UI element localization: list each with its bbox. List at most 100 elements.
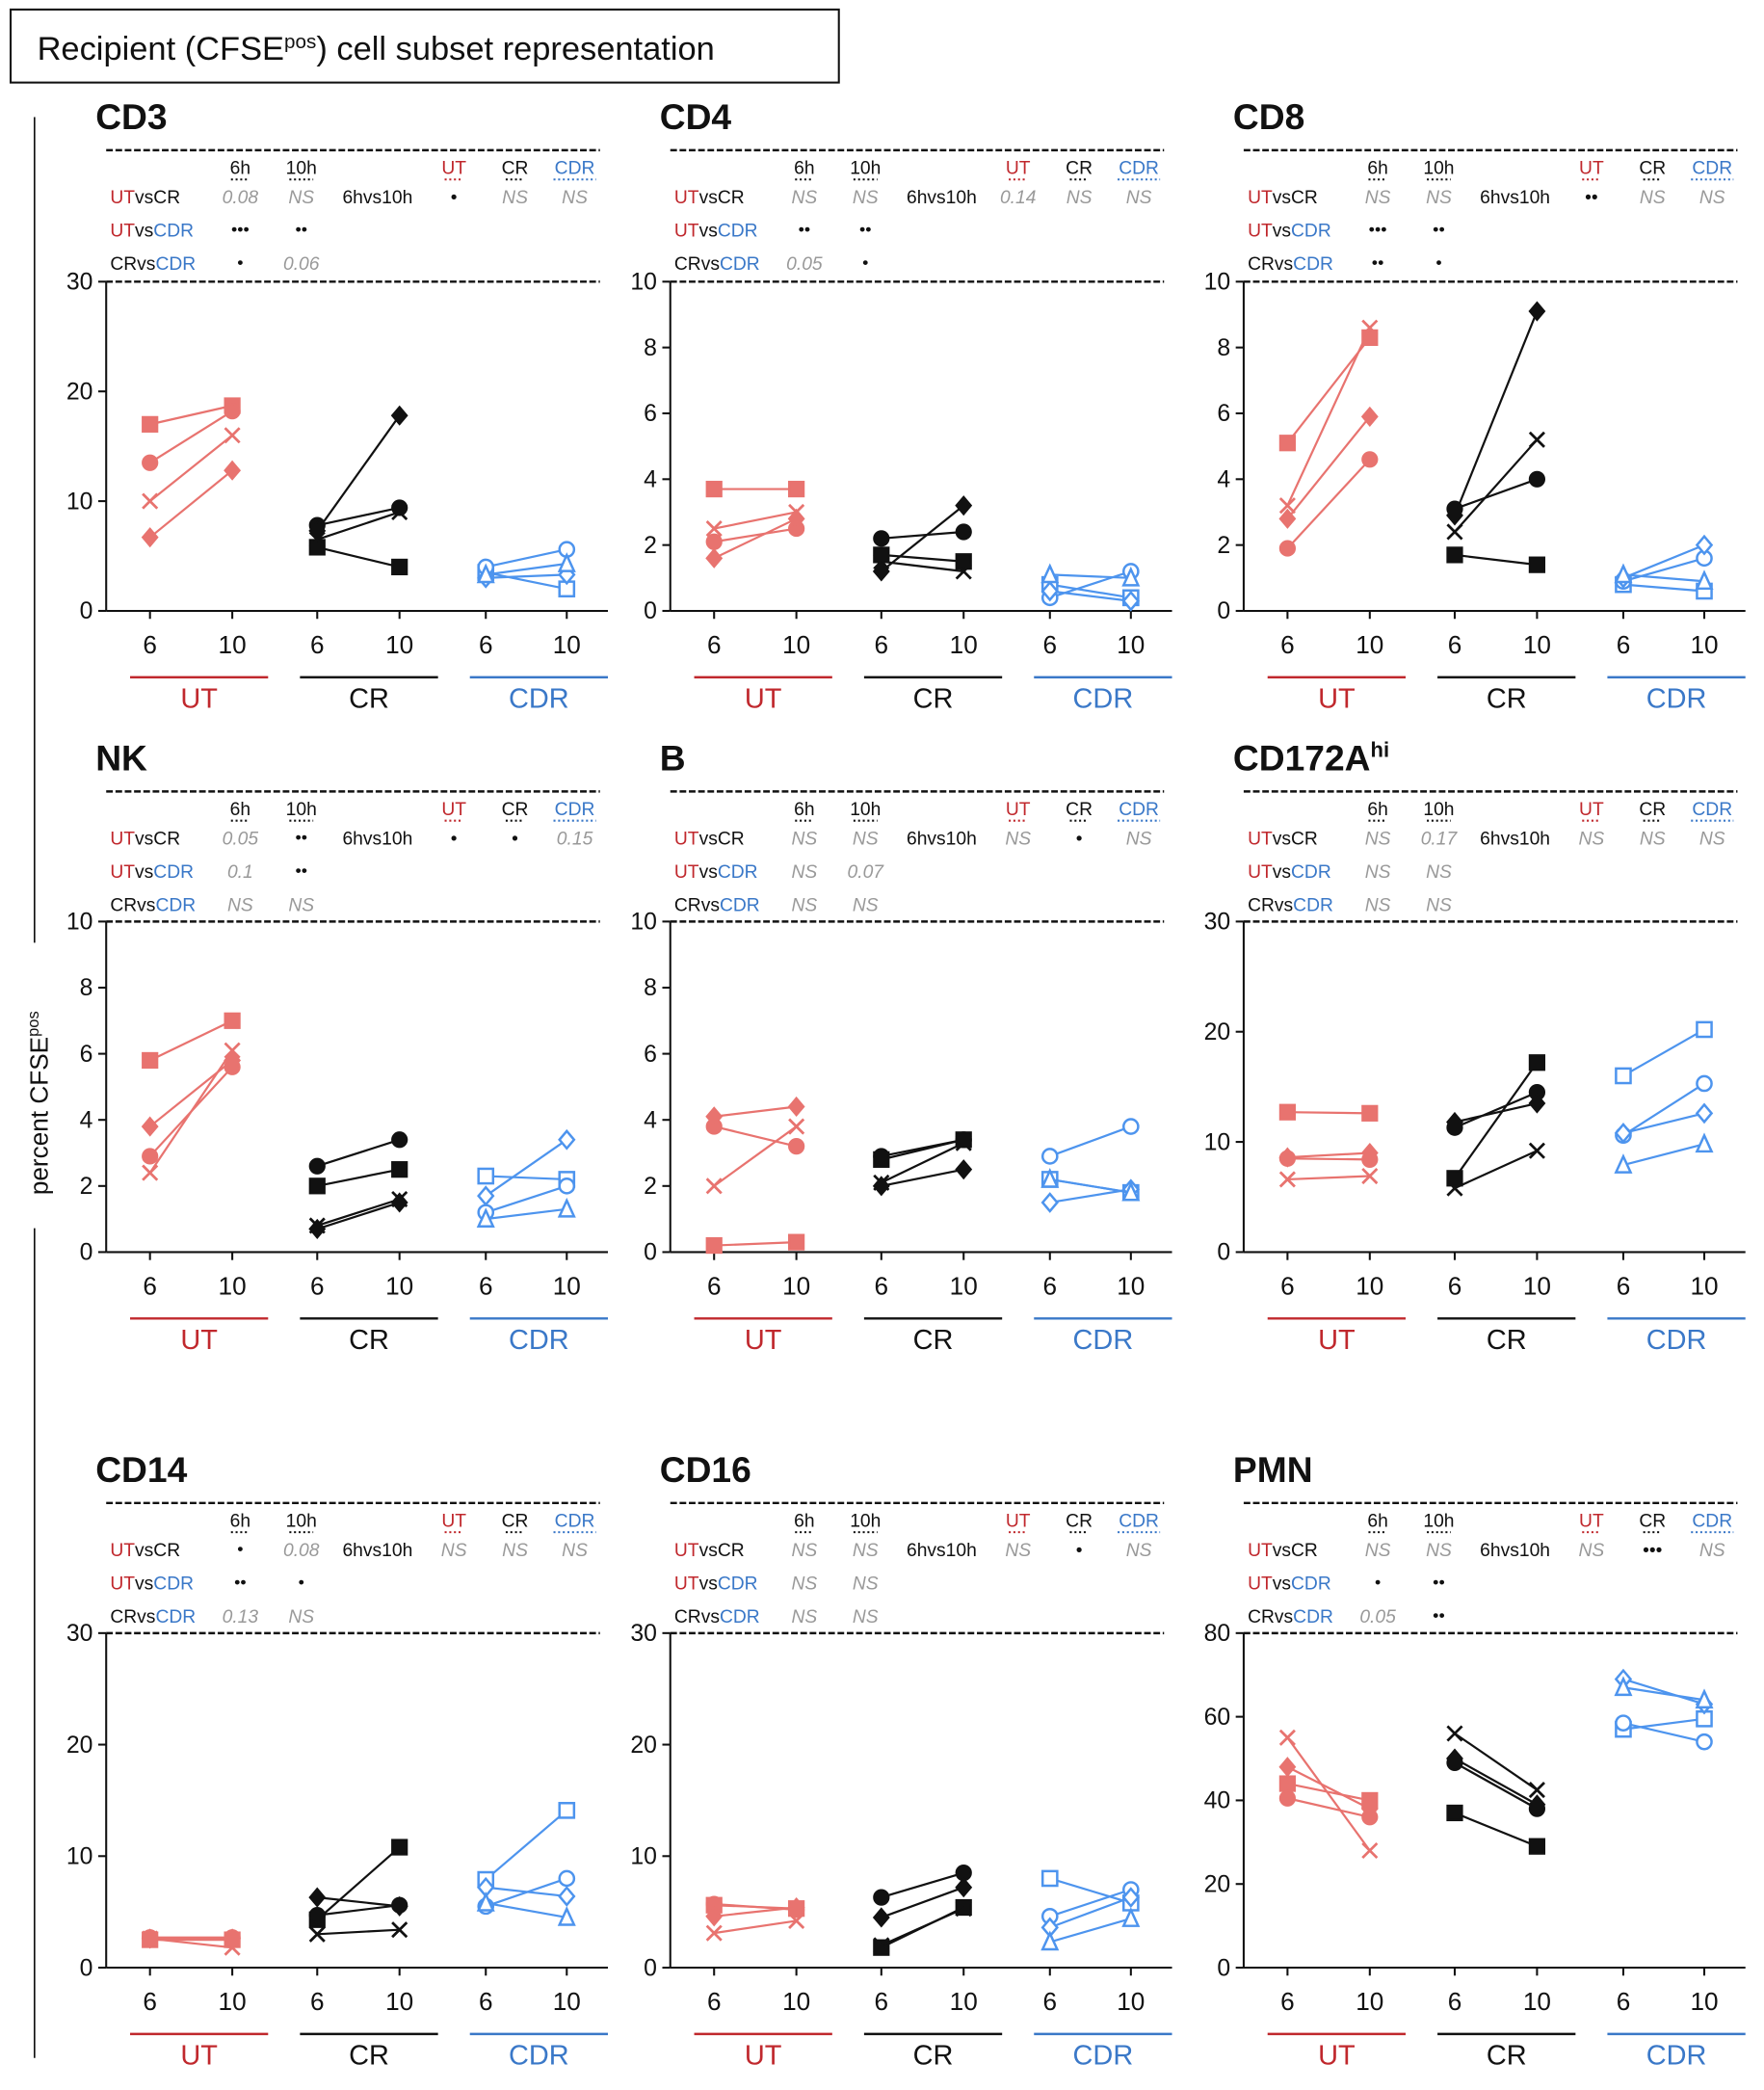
table-header-UT: UT xyxy=(1579,1512,1604,1532)
y-tick-label: 10 xyxy=(66,1844,93,1870)
x-tick-label: 6 xyxy=(310,1272,325,1301)
point-cdr-circle-6h xyxy=(1040,1148,1059,1165)
point-cr-square-6h xyxy=(308,539,326,556)
panel-title-text: CD172A xyxy=(1233,737,1371,778)
series-line-cdr-triangle xyxy=(1622,573,1705,583)
point-ut-x-10h xyxy=(1361,1841,1379,1860)
point-ut-x-10h xyxy=(224,427,241,444)
p-value-crvscdr-6h: NS xyxy=(227,895,253,915)
p-value-utvscdr-6h: •• xyxy=(234,1573,247,1592)
row-label-b: CDR xyxy=(1291,221,1331,241)
row-label-b: CDR xyxy=(153,862,194,883)
point-cdr-square-10h xyxy=(1696,1020,1713,1039)
point-cr-square-10h xyxy=(391,1839,408,1856)
series-line-cr-circle xyxy=(881,1138,964,1158)
series-line-cr-x xyxy=(1454,1733,1539,1791)
title-box xyxy=(9,8,840,84)
series-line-cr-diamond xyxy=(881,504,964,572)
point-cr-circle-6h xyxy=(873,1889,890,1906)
table-header-h10: 10h xyxy=(850,1512,881,1532)
point-cr-x-6h xyxy=(1446,1179,1463,1197)
point-ut-x-6h xyxy=(1278,1171,1296,1188)
p-value-utvscdr-10h: •• xyxy=(1433,1573,1445,1592)
point-ut-circle-6h xyxy=(1278,1789,1297,1807)
p-value-crvscdr-6h: 0.13 xyxy=(223,1607,259,1627)
point-ut-x-6h xyxy=(142,492,159,510)
point-ut-circle-6h xyxy=(142,454,159,471)
row-label-vs: vs xyxy=(1273,188,1291,208)
point-cr-x-10h xyxy=(391,1921,408,1939)
p-value-utvscdr-10h: •• xyxy=(859,220,872,239)
group-label-ut: UT xyxy=(1318,2041,1356,2072)
p-value-crvscdr-6h: 0.05 xyxy=(1359,1607,1396,1627)
x-tick-label: 6 xyxy=(1448,1987,1462,2016)
p-value-crvscdr-10h: 0.06 xyxy=(283,254,320,275)
y-tick-label: 30 xyxy=(1204,910,1231,936)
row-label-utvscr: UTvsCR xyxy=(674,829,745,849)
y-tick-label: 8 xyxy=(80,975,93,1001)
panel-title-text: CD8 xyxy=(1233,96,1304,137)
series-line-cr-x xyxy=(316,511,401,541)
series-line-cdr-circle xyxy=(1622,557,1705,583)
series-line-ut-diamond xyxy=(1286,1765,1371,1811)
table-header-CDR: CDR xyxy=(555,159,595,179)
row-label-b: CR xyxy=(153,188,180,208)
series-line-cdr-square xyxy=(486,1175,567,1181)
point-ut-diamond-10h xyxy=(224,1928,242,1949)
y-tick-label: 10 xyxy=(630,270,657,296)
row-label-a: UT xyxy=(110,1574,135,1594)
row-label-vs: vs xyxy=(1273,829,1291,849)
point-cr-circle-6h xyxy=(873,530,890,547)
group-label-cr: CR xyxy=(1487,1325,1527,1356)
row-label-b: CDR xyxy=(720,895,760,915)
x-tick-label: 6 xyxy=(1448,1272,1462,1301)
series-line-cr-diamond xyxy=(881,1886,964,1918)
point-cdr-circle-10h xyxy=(558,1869,576,1888)
series-line-cdr-diamond xyxy=(485,1138,567,1198)
group-label-cdr: CDR xyxy=(509,2041,569,2072)
p-value-6hvs10h-cdr: 0.15 xyxy=(557,829,593,849)
point-cr-x-10h xyxy=(1528,1142,1545,1159)
row-label-utvscdr: UTvsCDR xyxy=(674,862,758,883)
point-cdr-diamond-6h xyxy=(477,1185,495,1206)
table-header-CR: CR xyxy=(502,1512,529,1532)
row-label-vs: vs xyxy=(135,188,153,208)
row-label-vs: vs xyxy=(701,254,720,275)
x-tick-label: 6 xyxy=(875,1987,889,2016)
point-cr-diamond-6h xyxy=(1446,505,1463,526)
series-line-cr-x xyxy=(881,560,964,573)
point-cdr-triangle-10h xyxy=(557,1197,576,1218)
y-tick-label: 4 xyxy=(1217,467,1230,493)
y-tick-label: 10 xyxy=(1204,1129,1231,1155)
p-value-utvscr-6h: NS xyxy=(792,188,818,208)
series-line-cr-x xyxy=(317,1928,400,1936)
x-tick-label: 10 xyxy=(219,1987,247,2016)
point-cr-diamond-10h xyxy=(390,1192,408,1213)
row-label-vs: vs xyxy=(1275,895,1293,915)
p-value-utvscr-6h: NS xyxy=(792,829,818,849)
p-value-crvscdr-6h: NS xyxy=(792,1607,818,1627)
row-label-b: CDR xyxy=(153,1574,194,1594)
p-value-utvscr-6h: 0.05 xyxy=(223,829,259,849)
point-cr-circle-6h xyxy=(308,1907,326,1924)
point-cdr-circle-6h xyxy=(1615,1714,1632,1732)
row-label-a: UT xyxy=(110,1541,135,1561)
p-value-utvscdr-6h: ••• xyxy=(1369,220,1387,239)
series-line-cdr-square xyxy=(1622,583,1705,593)
series-line-cr-diamond xyxy=(317,1896,400,1908)
p-value-utvscr-10h: NS xyxy=(1426,1541,1452,1561)
panel-title: CD8 xyxy=(1233,96,1304,137)
point-ut-x-6h xyxy=(705,1177,723,1195)
group-label-cr: CR xyxy=(349,1325,389,1356)
p-value-6hvs10h-ut: NS xyxy=(1579,1541,1605,1561)
series-line-cr-circle xyxy=(1454,478,1538,511)
row-label-utvscdr: UTvsCDR xyxy=(1248,862,1331,883)
row-label-a: CR xyxy=(110,895,137,915)
series-line-cr-square xyxy=(317,1168,400,1187)
point-ut-x-10h xyxy=(788,1912,805,1929)
point-ut-diamond-10h xyxy=(224,1049,242,1071)
y-tick-label: 10 xyxy=(630,1844,657,1870)
row-label-vs: vs xyxy=(1273,1574,1291,1594)
